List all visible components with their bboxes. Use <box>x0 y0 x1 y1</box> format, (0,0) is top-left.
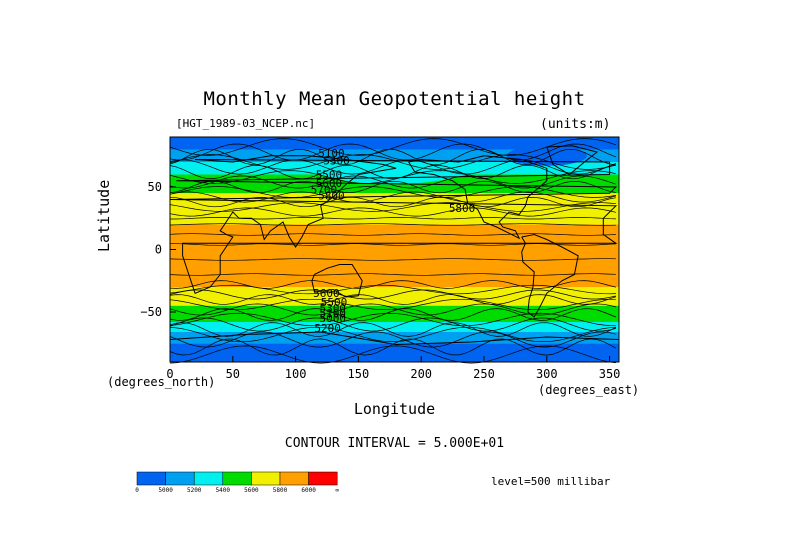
colorbar-label: 5000 <box>158 487 173 494</box>
contour-label: 5600 <box>313 287 340 300</box>
contour-line <box>169 186 616 198</box>
x-units-label: (degrees_east) <box>538 383 640 397</box>
contour-label: 5000 <box>319 312 346 325</box>
contour-labels: 5100530055005600570058005800560055005300… <box>311 147 476 335</box>
contour-line <box>169 202 616 212</box>
contour-line <box>169 154 616 170</box>
contour-line <box>169 312 616 327</box>
contour-line <box>169 298 616 311</box>
contour-label: 5600 <box>316 177 343 190</box>
contour-line <box>169 308 617 321</box>
colorbar-swatch <box>222 471 252 486</box>
contour-line <box>169 326 616 343</box>
contour-lines <box>169 138 617 364</box>
colorbar-swatch <box>136 471 166 486</box>
contour-label: 5800 <box>449 202 476 215</box>
contour-label: 5800 <box>318 190 345 203</box>
coastline <box>169 155 618 294</box>
colorbar-label: 0 <box>135 487 139 494</box>
x-tick-label: 0 <box>166 367 173 381</box>
coastline <box>169 331 619 346</box>
y-tick-label: −50 <box>140 305 162 319</box>
contour-line <box>169 138 617 156</box>
contour-line <box>169 143 617 161</box>
coastlines <box>169 145 619 346</box>
contour-line <box>169 345 616 364</box>
colorbar-label: 5400 <box>216 487 231 494</box>
contour-line <box>169 284 616 295</box>
y-tick-label: 0 <box>155 243 162 257</box>
contour-label: 5300 <box>323 155 350 168</box>
contour-line <box>169 258 616 261</box>
contour-line <box>169 303 616 316</box>
x-tick-label: 300 <box>536 367 558 381</box>
contour-line <box>169 223 616 226</box>
x-ticks: 0 50 100 150 200 250 300 350 <box>166 356 620 381</box>
band-5 <box>170 224 619 287</box>
x-tick-label: 150 <box>348 367 370 381</box>
contour-label: 5700 <box>311 183 338 196</box>
contour-label: 5500 <box>316 168 343 181</box>
contour-label: 5300 <box>319 302 346 315</box>
contour-line <box>169 164 616 180</box>
coastline <box>311 264 363 298</box>
colorbar-swatch <box>308 471 338 486</box>
low-center-west <box>268 138 349 149</box>
x-tick-label: 250 <box>473 367 495 381</box>
colorbar-swatch <box>193 471 224 486</box>
x-tick-label: 350 <box>599 367 621 381</box>
band-10 <box>170 343 619 362</box>
contour-line <box>169 191 616 203</box>
colorbar-label: 5800 <box>273 487 288 494</box>
colorbar-swatch <box>251 471 281 486</box>
contour-label: 5100 <box>319 307 346 320</box>
contour-line <box>169 280 616 289</box>
colorbar-swatch <box>279 471 309 486</box>
level-label: level=500 millibar <box>491 475 611 488</box>
contour-line <box>169 207 616 217</box>
contour-label: 5100 <box>318 147 345 160</box>
y-tick-label: 50 <box>148 180 162 194</box>
colorbar-label: 6000 <box>301 487 316 494</box>
contour-line <box>169 294 617 305</box>
contour-label: 5500 <box>321 296 348 309</box>
contour-line <box>169 273 616 276</box>
contour-line <box>169 196 616 208</box>
chart-title: Monthly Mean Geopotential height <box>203 88 586 110</box>
x-tick-label: 50 <box>226 367 240 381</box>
contour-line <box>169 317 616 332</box>
contour-line <box>169 331 616 348</box>
low-center-east <box>506 145 587 166</box>
contour-line <box>169 322 617 337</box>
x-tick-label: 100 <box>285 367 307 381</box>
contour-label: 5200 <box>314 322 341 335</box>
coastline <box>408 155 548 240</box>
colorbar: 0 5000 5200 5400 5600 5800 6000 ∞ <box>135 471 339 494</box>
contour-line <box>169 180 616 194</box>
colorbar-label: 5600 <box>244 487 259 494</box>
x-tick-label: 200 <box>410 367 432 381</box>
y-ticks: 50 0 −50 <box>140 180 176 319</box>
colorbar-label: 5200 <box>187 487 202 494</box>
colorbar-end-label: ∞ <box>335 487 339 494</box>
contour-line <box>169 148 616 166</box>
shaded-bands <box>170 137 619 362</box>
contour-line <box>169 170 616 184</box>
contour-interval-label: CONTOUR INTERVAL = 5.000E+01 <box>284 436 505 451</box>
y-units-label: (degrees_north) <box>107 375 216 389</box>
file-label: [HGT_1989-03_NCEP.nc] <box>176 117 316 130</box>
coastline <box>521 233 579 318</box>
contour-line <box>169 233 616 236</box>
units-label: (units:m) <box>540 117 611 132</box>
x-axis-label: Longitude <box>353 400 436 418</box>
band-9 <box>170 332 619 344</box>
coastline <box>546 145 599 176</box>
colorbar-swatch <box>165 471 195 486</box>
contour-line <box>169 159 617 175</box>
contour-line <box>169 289 616 300</box>
